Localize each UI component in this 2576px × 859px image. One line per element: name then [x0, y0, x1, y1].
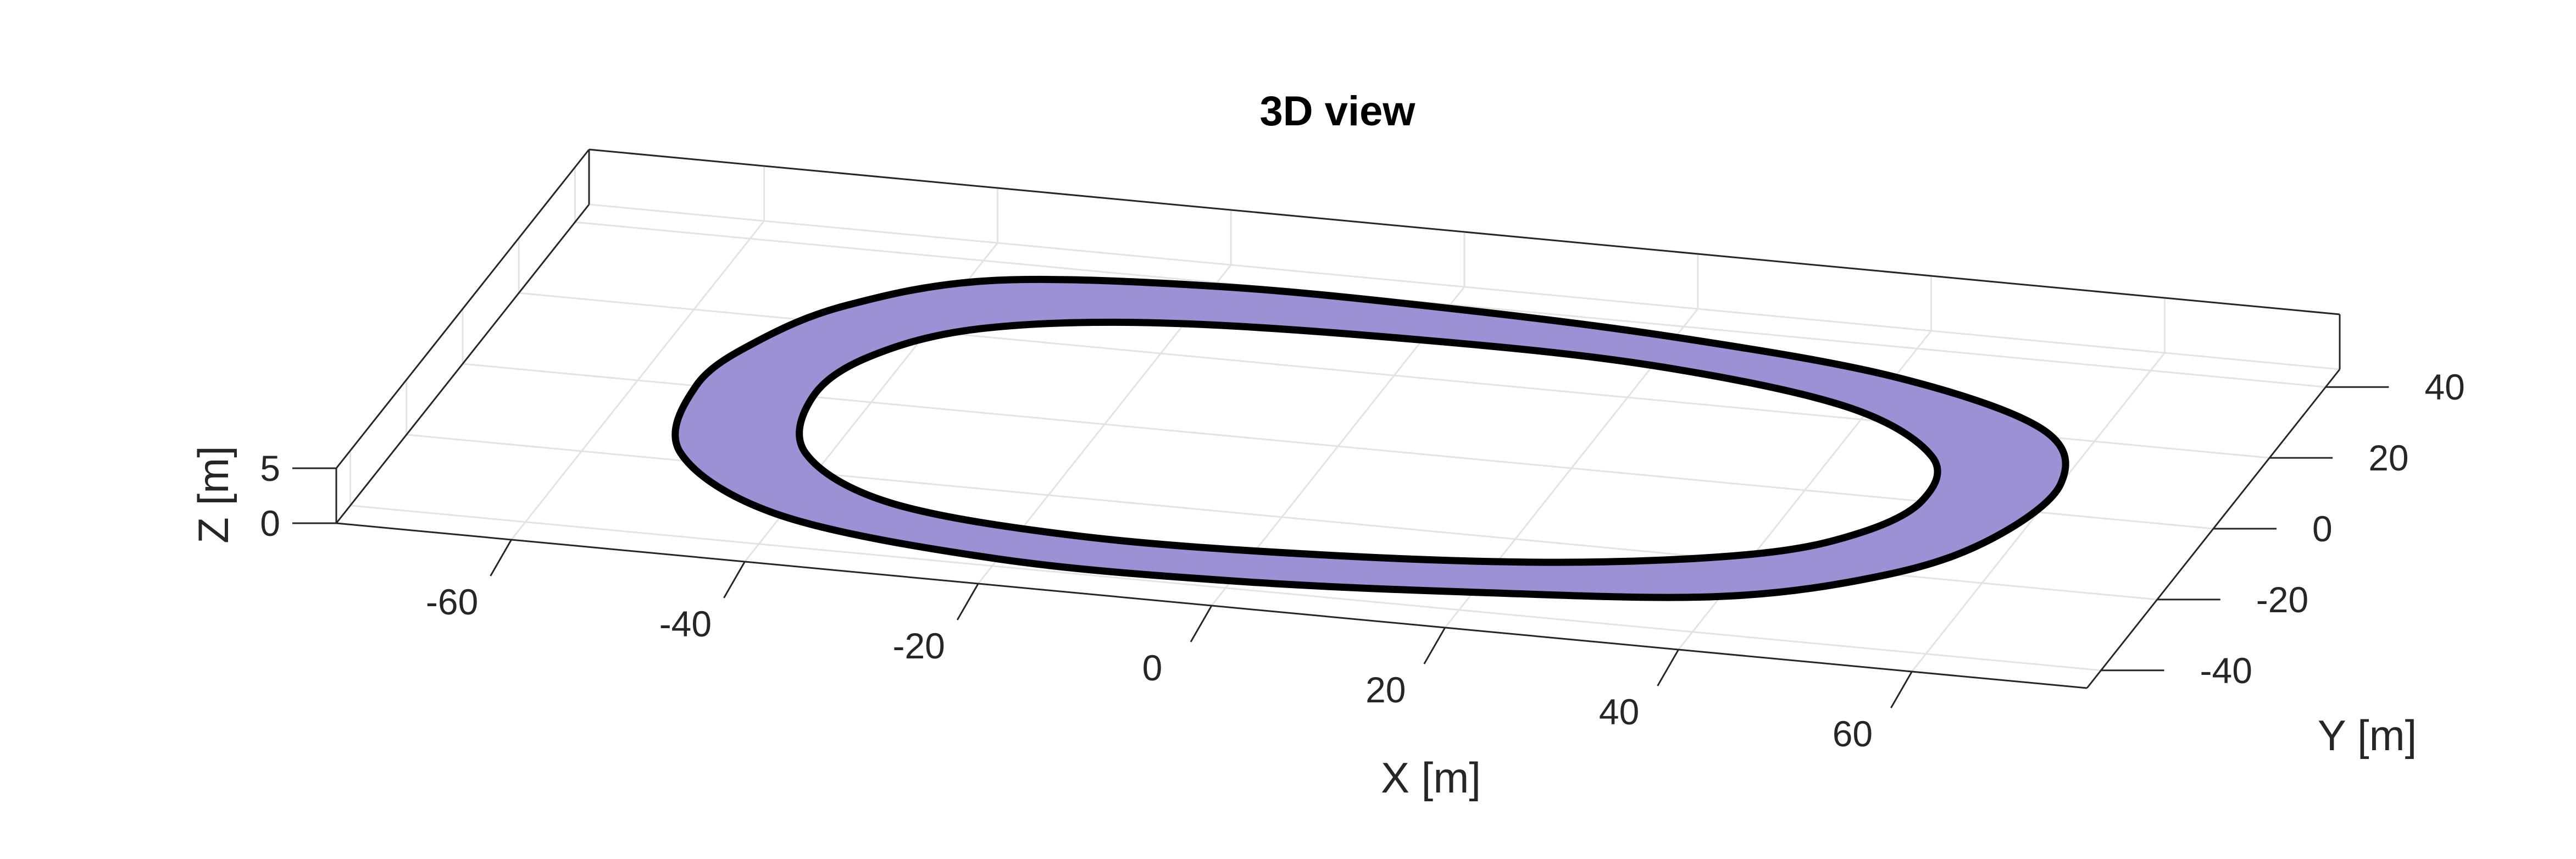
y-tick-label: 20	[2368, 437, 2408, 478]
x-tick-mark	[1890, 671, 1913, 708]
x-tick-label: 0	[1142, 647, 1163, 688]
axes-box-edge	[335, 204, 590, 524]
x-tick-mark	[956, 583, 979, 620]
track-inner-edge	[796, 318, 1941, 566]
x-tick-mark	[1190, 605, 1213, 642]
x-tick-label: 40	[1599, 691, 1639, 732]
axes-box-edge	[589, 148, 2340, 315]
grid-line-y	[575, 221, 2326, 388]
z-tick-label: 5	[260, 448, 280, 489]
x-tick-mark	[490, 539, 512, 577]
x-tick-label: -60	[426, 581, 478, 622]
track-fill	[675, 279, 2066, 598]
y-axis-label: Y [m]	[2318, 711, 2417, 760]
y-tick-label: 0	[2312, 508, 2333, 549]
x-tick-label: -20	[893, 625, 945, 666]
x-tick-mark	[1423, 627, 1446, 664]
x-tick-mark	[723, 561, 746, 598]
axes-box-edge	[335, 149, 590, 469]
y-tick-label: -40	[2200, 650, 2252, 691]
grid-line-z-back	[589, 203, 2340, 370]
x-axis-label: X [m]	[1381, 753, 1481, 802]
x-tick-label: -40	[659, 603, 712, 644]
x-tick-label: 60	[1833, 713, 1873, 754]
z-axis-label: Z [m]	[189, 446, 237, 544]
x-tick-mark	[1657, 649, 1679, 686]
chart-title: 3D view	[1259, 88, 1415, 135]
track-outer-edge	[671, 275, 2069, 601]
track-surface	[671, 275, 2069, 601]
y-tick-label: -20	[2256, 579, 2308, 620]
z-tick-label: 0	[260, 503, 280, 544]
y-tick-label: 40	[2424, 367, 2464, 407]
grid-line-y	[350, 505, 2101, 672]
x-tick-label: 20	[1365, 669, 1406, 710]
